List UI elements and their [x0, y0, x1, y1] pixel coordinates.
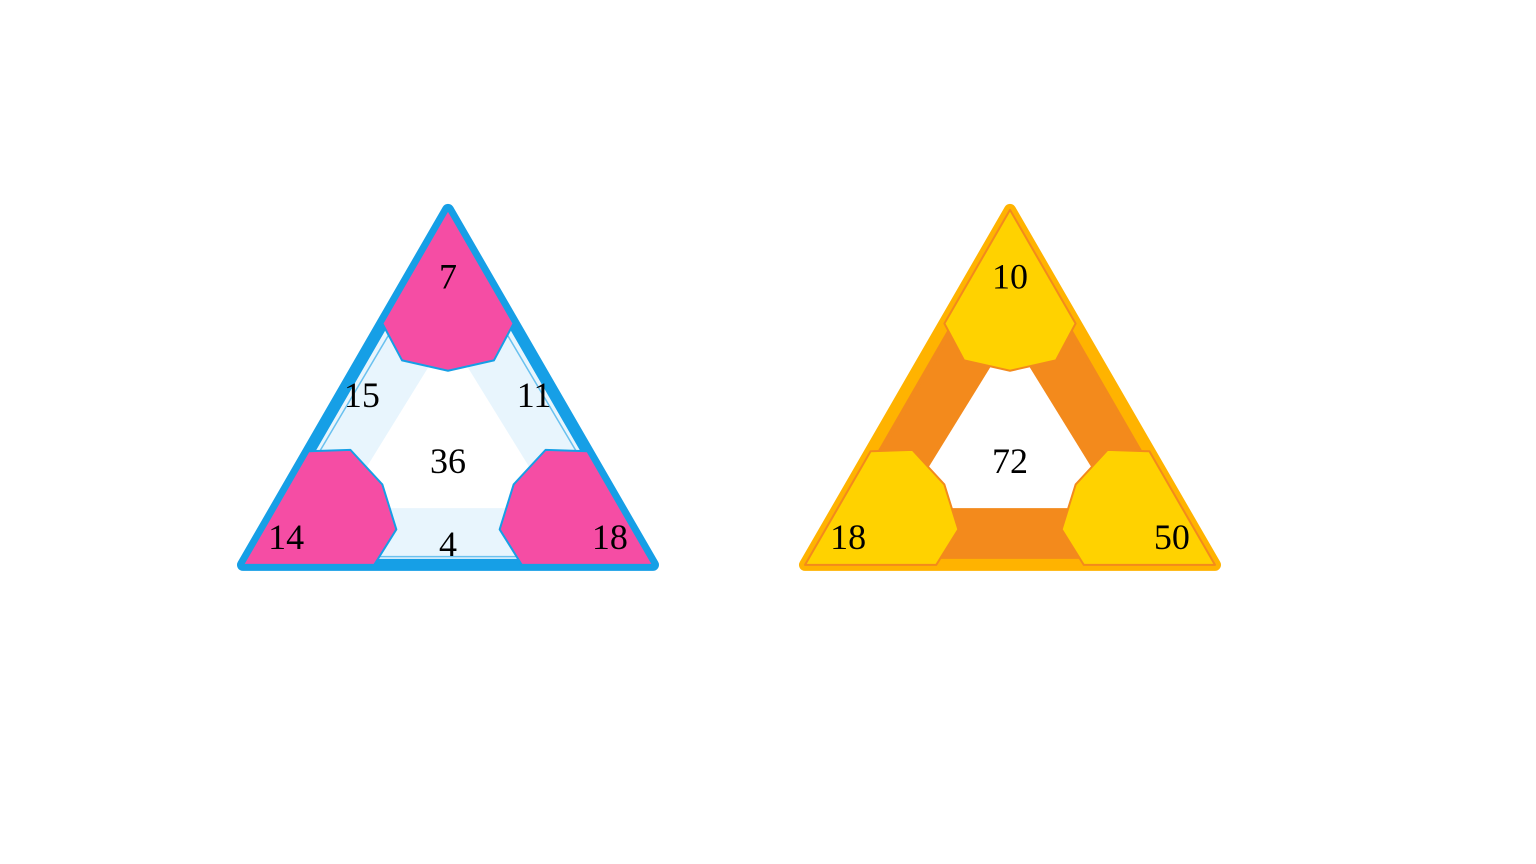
label-edge-left: 15 [344, 375, 380, 415]
label-edge-bottom: 4 [439, 524, 457, 564]
label-corner-bottom-left: 14 [268, 517, 304, 557]
label-corner-bottom-left: 18 [830, 517, 866, 557]
label-corner-top: 10 [992, 256, 1028, 296]
label-center: 72 [992, 441, 1028, 481]
diagram-canvas: 7 14 18 15 11 4 36 10 18 50 72 [0, 0, 1536, 864]
label-corner-bottom-right: 18 [592, 517, 628, 557]
puzzle-triangle-right: 10 18 50 72 [805, 210, 1215, 565]
puzzle-triangle-left: 7 14 18 15 11 4 36 [243, 210, 653, 565]
label-corner-bottom-right: 50 [1154, 517, 1190, 557]
label-center: 36 [430, 441, 466, 481]
label-edge-right: 11 [517, 375, 552, 415]
label-corner-top: 7 [439, 256, 457, 296]
